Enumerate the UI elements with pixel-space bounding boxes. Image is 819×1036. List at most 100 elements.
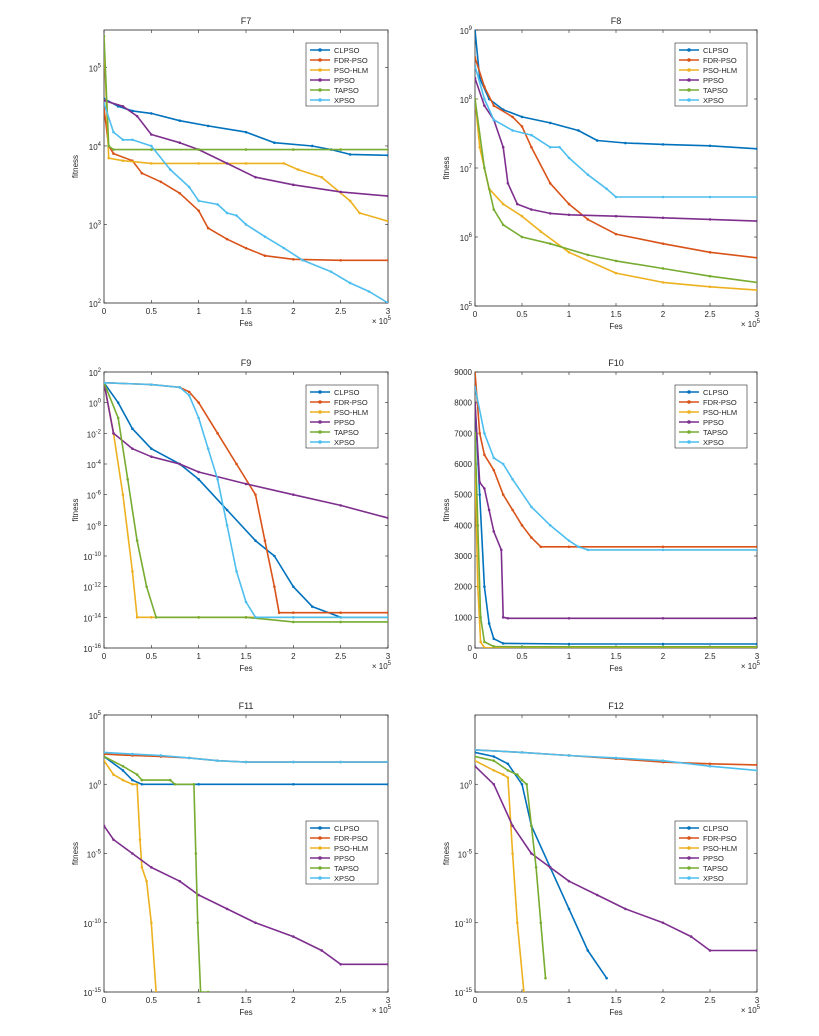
y-tick-label-exponent: -2 [96,429,102,435]
data-point-pso-hlm [386,219,388,223]
data-point-pso-hlm [348,199,352,203]
data-point-clpso [548,121,552,125]
data-point-clpso [150,447,153,450]
legend-label: PPSO [334,76,355,85]
chart-panel-f9: F90 0.5 1 1.5 2 2.5 310-1610-1410-1210-1010-81… [71,358,392,673]
data-point-pso-hlm [107,156,111,160]
x-multiplier-label-exponent: 5 [388,661,392,667]
x-multiplier-label: × 105 [741,319,761,329]
y-tick-label: 105 [460,302,473,312]
x-tick-label: 3 [386,307,391,316]
data-point-clpso [197,478,200,481]
data-point-ppso [121,105,125,108]
data-point-tapso [126,478,129,481]
y-tick-label-exponent: 0 [98,780,102,786]
data-point-pso-hlm [135,616,139,619]
legend-label: CLPSO [334,824,360,833]
data-point-tapso [192,782,196,786]
data-point-ppso [483,487,486,490]
legend-label: XPSO [334,438,355,447]
x-tick-label: 2.5 [704,652,716,661]
x-multiplier-label-exponent: 5 [388,316,392,322]
x-tick-label: 1 [567,652,572,661]
data-point-xpso [492,456,496,460]
data-point-pso-hlm [516,921,519,925]
data-point-ppso [254,175,257,179]
data-point-ppso [511,824,514,828]
data-point-xpso [178,386,182,389]
y-tick-label-base: 10 [454,989,463,998]
data-point-clpso [520,115,524,119]
data-point-clpso [131,427,134,431]
data-point-pso-hlm [121,778,125,782]
data-point-pso-hlm [244,162,248,165]
legend-marker [687,410,691,414]
data-point-clpso [197,782,200,786]
y-tick-label-exponent: 5 [469,302,473,308]
data-point-xpso [708,764,712,768]
y-tick-label-base: 10 [89,64,98,73]
series-group [104,34,388,303]
data-point-pso-hlm [522,990,526,992]
x-tick-label: 3 [755,996,760,1005]
data-point-fdr-pso [661,545,665,549]
data-point-ppso [386,194,388,198]
data-point-fdr-pso [483,85,486,89]
data-point-tapso [475,432,477,435]
data-point-tapso [104,755,106,758]
data-point-tapso [104,34,106,38]
data-point-fdr-pso [273,585,276,588]
data-point-fdr-pso [511,508,514,512]
data-point-clpso [386,782,388,786]
data-point-ppso [487,508,491,512]
series-line-ppso [104,825,388,966]
data-point-clpso [140,782,144,786]
y-tick-label-exponent: 2 [98,299,102,305]
data-point-clpso [310,144,314,148]
data-point-xpso [530,505,533,509]
legend-label: FDR-PSO [334,834,368,843]
data-point-xpso [329,270,333,274]
legend-box [674,384,748,449]
y-tick-label-base: 10 [460,781,469,790]
data-point-tapso [661,267,665,270]
data-point-tapso [145,585,148,588]
data-point-fdr-pso [263,539,267,542]
legend-box [305,384,379,449]
x-multiplier-label: × 105 [372,661,392,671]
x-axis-label: Fes [239,664,252,673]
y-tick-label-exponent: 5 [98,63,102,69]
data-point-tapso [244,616,248,619]
legend-label: PSO-HLM [334,408,368,417]
data-point-fdr-pso [708,251,712,254]
y-tick-label: 107 [460,164,473,174]
series-group [475,30,757,292]
data-point-fdr-pso [539,545,543,549]
data-point-xpso [112,130,115,134]
legend-marker [687,78,691,82]
y-tick-label: 100 [460,780,473,790]
data-point-clpso [487,622,491,625]
legend-label: XPSO [703,438,724,447]
x-tick-label: 2.5 [335,307,347,316]
data-point-tapso [492,645,496,648]
data-point-xpso [187,756,191,760]
data-point-clpso [225,508,229,512]
legend-marker [318,98,322,102]
data-point-xpso [104,751,106,754]
data-point-fdr-pso [225,237,229,241]
data-point-ppso [386,963,388,966]
data-point-fdr-pso [483,453,486,457]
data-point-xpso [661,548,665,552]
data-point-ppso [292,183,295,187]
x-tick-label: 2.5 [704,310,716,319]
data-point-tapso [199,990,202,992]
data-point-xpso [150,383,153,386]
legend-marker [318,876,322,880]
y-tick-label-base: 10 [87,522,96,531]
legend-marker [318,68,322,72]
legend-label: TAPSO [703,864,728,873]
chart-title: F11 [239,701,254,711]
y-tick-label: 102 [89,368,102,378]
